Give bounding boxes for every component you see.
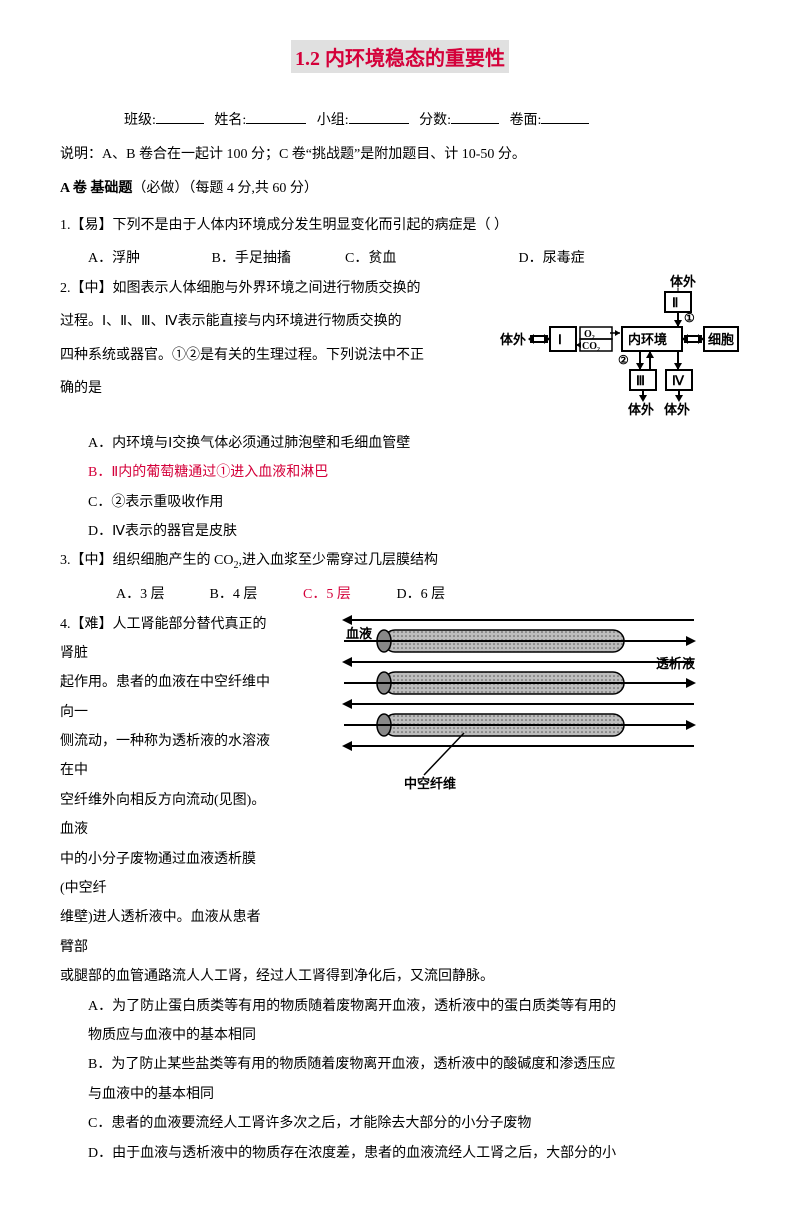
face-label: 卷面: xyxy=(510,113,542,128)
tube-1 xyxy=(344,630,696,652)
d2-co2: CO₂ xyxy=(582,341,600,352)
q4-opt-c: C．患者的血液要流经人工肾许多次之后，才能除去大部分的小分子废物 xyxy=(88,1109,740,1138)
section-a-header: A 卷 基础题（必做）（每题 4 分,共 60 分） xyxy=(60,177,740,197)
q4-l2: 起作用。患者的血液在中空纤维中向一 xyxy=(60,668,270,727)
d2-num2: ② xyxy=(618,353,629,367)
fill-in-line: 班级: 姓名: 小组: 分数: 卷面: xyxy=(60,109,740,129)
q4-l1: 4.【难】人工肾能部分替代真正的肾脏 xyxy=(60,610,270,669)
q4-figure: 血液 透析液 中空纤维 xyxy=(284,610,740,963)
q4-opt-a2: 物质应与血液中的基本相同 xyxy=(88,1021,740,1050)
q1-opt-b: B．手足抽搐 xyxy=(212,244,342,273)
q2-diagram: 体外 Ⅱ 体外 Ⅰ O₂ xyxy=(500,274,740,429)
q1-stem: 1.【易】下列不是由于人体内环境成分发生明显变化而引起的病症是（ ） xyxy=(60,211,740,240)
q3-opt-d: D．6 层 xyxy=(397,580,487,609)
d2-inner-t: 内环境 xyxy=(628,332,667,347)
class-blank xyxy=(156,109,204,124)
d2-out-bl: 体外 xyxy=(628,402,654,417)
q4-row: 4.【难】人工肾能部分替代真正的肾脏 起作用。患者的血液在中空纤维中向一 侧流动… xyxy=(60,610,740,963)
d2-box1 xyxy=(550,327,576,351)
q4-dialysate-label: 透析液 xyxy=(656,656,695,671)
q4-l4: 空纤维外向相反方向流动(见图)。血液 xyxy=(60,786,270,845)
q2-opt-b: B．Ⅱ内的葡萄糖通过①进入血液和淋巴 xyxy=(88,458,740,487)
d2-out-left: 体外 xyxy=(500,332,526,347)
q1-options: A．浮肿 B．手足抽搐 C．贫血 D．尿毒症 xyxy=(60,244,740,273)
q4-opt-b1: B．为了防止某些盐类等有用的物质随着废物离开血液，透析液中的酸碱度和渗透压应 xyxy=(88,1050,740,1079)
page: 1.2 内环境稳态的重要性 班级: 姓名: 小组: 分数: 卷面: 说明：A、B… xyxy=(0,0,800,1208)
d2-box4-t: Ⅳ xyxy=(672,373,685,388)
q4-opt-b2: 与血液中的基本相同 xyxy=(88,1080,740,1109)
face-blank xyxy=(541,109,589,124)
q4-blood-label: 血液 xyxy=(346,626,372,641)
group-blank xyxy=(349,109,409,124)
q2-opt-c: C．②表示重吸收作用 xyxy=(88,488,740,517)
page-title: 1.2 内环境稳态的重要性 xyxy=(291,40,509,73)
d2-box1-t: Ⅰ xyxy=(558,332,562,347)
q3-opt-a: A．3 层 xyxy=(116,580,206,609)
q4-options: A．为了防止蛋白质类等有用的物质随着废物离开血液，透析液中的蛋白质类等有用的 物… xyxy=(60,992,740,1168)
class-label: 班级: xyxy=(124,113,156,128)
q2-row: 2.【中】如图表示人体细胞与外界环境之间进行物质交换的 过程。Ⅰ、Ⅱ、Ⅲ、Ⅳ表示… xyxy=(60,274,740,429)
q4-svg: 血液 透析液 中空纤维 xyxy=(284,610,704,790)
instructions-note: 说明：A、B 卷合在一起计 100 分；C 卷“挑战题”是附加题目、计 10-5… xyxy=(60,143,740,163)
d2-box2-t: Ⅱ xyxy=(672,295,678,310)
d2-box3-t: Ⅲ xyxy=(636,373,645,388)
section-a-title: A 卷 基础题 xyxy=(60,181,132,196)
q4-cont: 或腿部的血管通路流人人工肾，经过人工肾得到净化后，又流回静脉。 xyxy=(60,962,740,991)
d2-cell-t: 细胞 xyxy=(708,332,734,347)
d2-out-br: 体外 xyxy=(664,402,690,417)
q1-opt-a: A．浮肿 xyxy=(88,244,208,273)
group-label: 小组: xyxy=(317,113,349,128)
q2-opt-d: D．Ⅳ表示的器官是皮肤 xyxy=(88,517,740,546)
name-label: 姓名: xyxy=(214,113,246,128)
tube-2 xyxy=(344,672,696,694)
q2-line2: 过程。Ⅰ、Ⅱ、Ⅲ、Ⅳ表示能直接与内环境进行物质交换的 xyxy=(60,307,500,336)
q2-line1: 2.【中】如图表示人体细胞与外界环境之间进行物质交换的 xyxy=(60,274,500,303)
name-blank xyxy=(246,109,306,124)
q2-svg: 体外 Ⅱ 体外 Ⅰ O₂ xyxy=(500,274,740,424)
q3-options: A．3 层 B．4 层 C．5 层 D．6 层 xyxy=(60,580,740,609)
q2-text: 2.【中】如图表示人体细胞与外界环境之间进行物质交换的 过程。Ⅰ、Ⅱ、Ⅲ、Ⅳ表示… xyxy=(60,274,500,429)
q4-opt-d: D．由于血液与透析液中的物质存在浓度差，患者的血液流经人工肾之后，大部分的小 xyxy=(88,1139,740,1168)
q2-options: A．内环境与Ⅰ交换气体必须通过肺泡壁和毛细血管壁 B．Ⅱ内的葡萄糖通过①进入血液… xyxy=(60,429,740,547)
q2-opt-a: A．内环境与Ⅰ交换气体必须通过肺泡壁和毛细血管壁 xyxy=(88,429,740,458)
q3-stem: 3.【中】组织细胞产生的 CO2,进入血浆至少需穿过几层膜结构 xyxy=(60,546,740,576)
q3-opt-c: C．5 层 xyxy=(303,580,393,609)
q4-text: 4.【难】人工肾能部分替代真正的肾脏 起作用。患者的血液在中空纤维中向一 侧流动… xyxy=(60,610,270,963)
d2-num1: ① xyxy=(684,311,695,325)
tube-3 xyxy=(344,714,696,736)
q3-stem-a: 3.【中】组织细胞产生的 CO xyxy=(60,553,233,568)
q1-opt-d: D．尿毒症 xyxy=(519,244,585,273)
section-a-paren: （必做）（每题 4 分,共 60 分） xyxy=(132,181,318,196)
q4-opt-a1: A．为了防止蛋白质类等有用的物质随着废物离开血液，透析液中的蛋白质类等有用的 xyxy=(88,992,740,1021)
q3-stem-b: ,进入血浆至少需穿过几层膜结构 xyxy=(238,553,438,568)
q2-line3: 四种系统或器官。①②是有关的生理过程。下列说法中不正 xyxy=(60,341,500,370)
q4-l3: 侧流动，一种称为透析液的水溶液在中 xyxy=(60,727,270,786)
q3-opt-b: B．4 层 xyxy=(210,580,300,609)
score-blank xyxy=(451,109,499,124)
title-wrap: 1.2 内环境稳态的重要性 xyxy=(60,40,740,91)
q1-opt-c: C．贫血 xyxy=(345,244,515,273)
q4-fiber-label: 中空纤维 xyxy=(404,776,456,790)
q2-line4: 确的是 xyxy=(60,374,500,403)
q4-l5: 中的小分子废物通过血液透析膜(中空纤 xyxy=(60,845,270,904)
score-label: 分数: xyxy=(419,113,451,128)
d2-out-top: 体外 xyxy=(670,274,696,289)
q4-l6: 维壁)进人透析液中。血液从患者臂部 xyxy=(60,903,270,962)
